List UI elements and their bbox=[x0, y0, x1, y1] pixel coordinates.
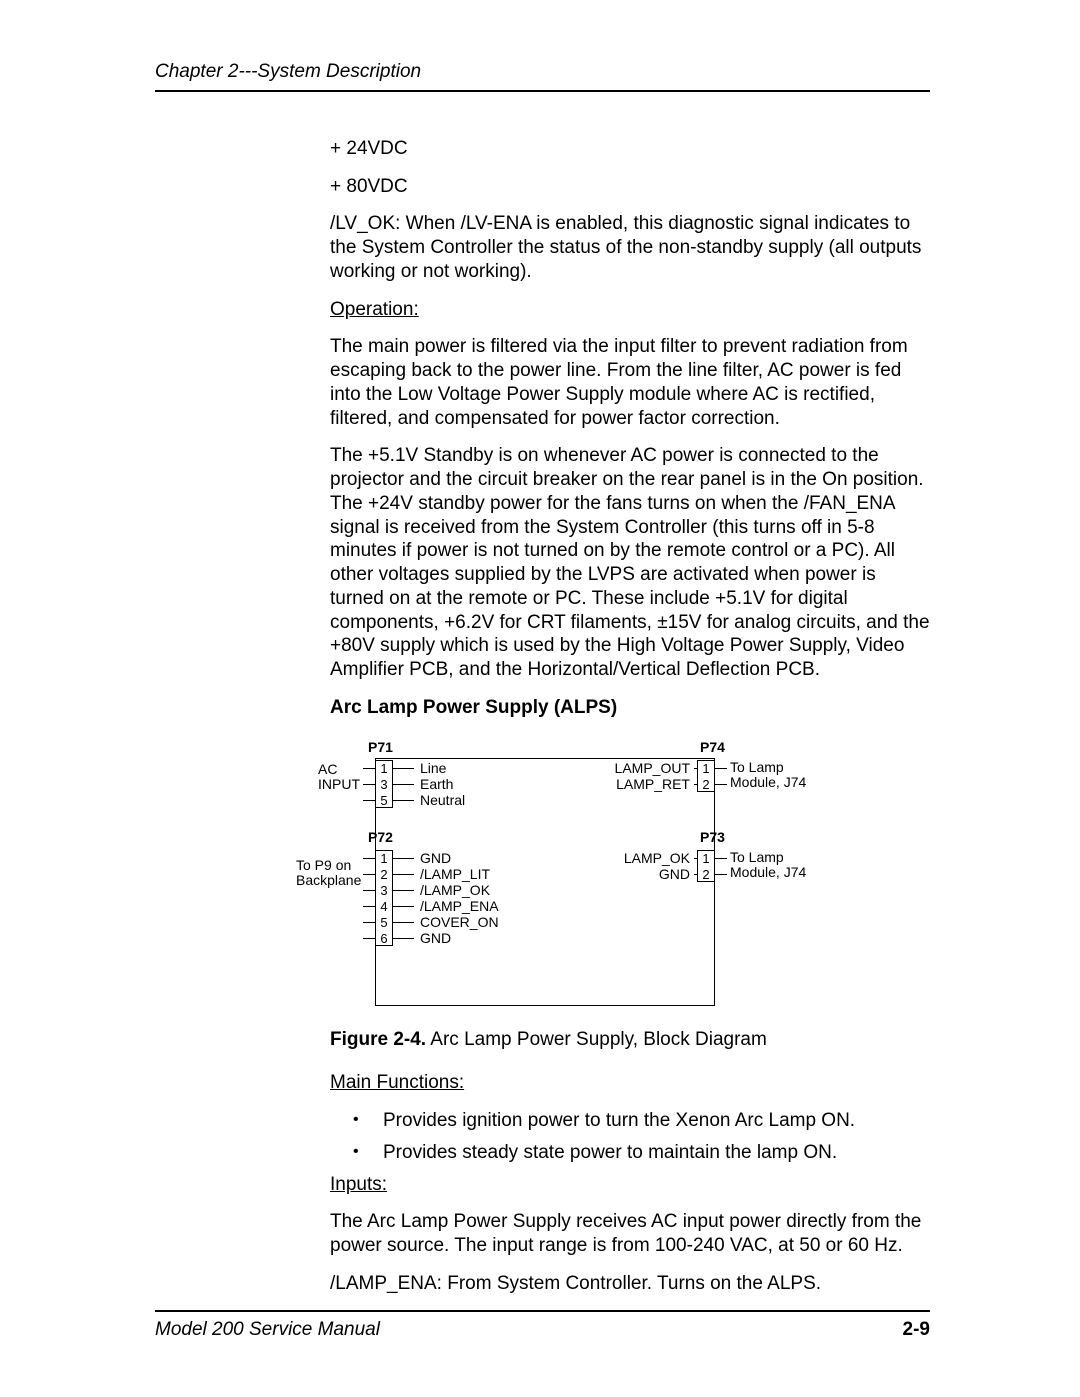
ext-line bbox=[363, 922, 375, 924]
figure-caption: Figure 2-4. Arc Lamp Power Supply, Block… bbox=[330, 1028, 930, 1052]
bullet-2-text: Provides steady state power to maintain … bbox=[383, 1141, 930, 1165]
ext-line bbox=[363, 784, 375, 786]
signal-label: GND bbox=[420, 931, 451, 946]
footer-page-number: 2-9 bbox=[903, 1318, 930, 1342]
inputs-paragraph: The Arc Lamp Power Supply receives AC in… bbox=[330, 1210, 930, 1258]
signal-line bbox=[393, 922, 414, 924]
signal-line bbox=[393, 800, 414, 802]
signal-label: Earth bbox=[420, 777, 453, 792]
lamp-ena-paragraph: /LAMP_ENA: From System Controller. Turns… bbox=[330, 1272, 930, 1296]
ext-line bbox=[363, 874, 375, 876]
page-footer: Model 200 Service Manual 2-9 bbox=[155, 1310, 930, 1342]
ext-line bbox=[363, 938, 375, 940]
signal-label: LAMP_RET bbox=[600, 777, 690, 792]
ext-label-p74: Module, J74 bbox=[730, 775, 806, 790]
ext-line bbox=[363, 800, 375, 802]
signal-label: LAMP_OK bbox=[600, 851, 690, 866]
signal-line bbox=[694, 768, 697, 770]
signal-label: /LAMP_LIT bbox=[420, 867, 490, 882]
voltage-line-24: + 24VDC bbox=[330, 137, 930, 161]
bullet-dot-icon: • bbox=[353, 1141, 383, 1165]
ext-line bbox=[715, 784, 727, 786]
page-content: + 24VDC + 80VDC /LV_OK: When /LV-ENA is … bbox=[330, 137, 930, 1296]
footer-manual-title: Model 200 Service Manual bbox=[155, 1318, 380, 1342]
alps-section-title: Arc Lamp Power Supply (ALPS) bbox=[330, 696, 930, 720]
ext-label-p72: Backplane bbox=[296, 873, 361, 888]
ext-label-p73: To Lamp bbox=[730, 850, 784, 865]
signal-label: Neutral bbox=[420, 793, 465, 808]
signal-label: Line bbox=[420, 761, 446, 776]
connector-box-p72: 123456 bbox=[375, 850, 393, 946]
connector-label-p74: P74 bbox=[700, 740, 725, 755]
ext-label-p71: INPUT bbox=[318, 777, 360, 792]
operation-p2: The +5.1V Standby is on whenever AC powe… bbox=[330, 444, 930, 682]
ext-line bbox=[715, 858, 727, 860]
signal-label: GND bbox=[600, 867, 690, 882]
ext-label-p74: To Lamp bbox=[730, 760, 784, 775]
signal-line bbox=[393, 874, 414, 876]
ext-line bbox=[363, 858, 375, 860]
ext-label-p71: AC bbox=[318, 762, 337, 777]
ext-line bbox=[715, 874, 727, 876]
signal-line bbox=[393, 858, 414, 860]
figure-number: Figure 2-4. bbox=[330, 1029, 426, 1050]
bullet-2: • Provides steady state power to maintai… bbox=[353, 1141, 930, 1165]
alps-block-diagram: P71 135 LineEarthNeutral ACINPUT P72 123456 GN… bbox=[270, 740, 870, 1010]
ext-line bbox=[363, 890, 375, 892]
main-functions-heading: Main Functions: bbox=[330, 1071, 930, 1095]
ext-line bbox=[363, 906, 375, 908]
connector-box-p73: 12 bbox=[697, 850, 715, 882]
ext-label-p72: To P9 on bbox=[296, 858, 351, 873]
ext-line bbox=[715, 768, 727, 770]
voltage-line-80: + 80VDC bbox=[330, 175, 930, 199]
bullet-dot-icon: • bbox=[353, 1109, 383, 1133]
signal-label: LAMP_OUT bbox=[600, 761, 690, 776]
signal-line bbox=[393, 938, 414, 940]
figure-caption-text: Arc Lamp Power Supply, Block Diagram bbox=[426, 1029, 767, 1050]
connector-label-p73: P73 bbox=[700, 830, 725, 845]
connector-box-p71: 135 bbox=[375, 760, 393, 808]
signal-label: COVER_ON bbox=[420, 915, 499, 930]
signal-line bbox=[393, 784, 414, 786]
ext-label-p73: Module, J74 bbox=[730, 865, 806, 880]
signal-line bbox=[694, 874, 697, 876]
signal-line bbox=[694, 784, 697, 786]
signal-line bbox=[694, 858, 697, 860]
connector-box-p74: 12 bbox=[697, 760, 715, 792]
operation-heading: Operation: bbox=[330, 298, 930, 322]
bullet-1-text: Provides ignition power to turn the Xeno… bbox=[383, 1109, 930, 1133]
bullet-1: • Provides ignition power to turn the Xe… bbox=[353, 1109, 930, 1133]
signal-label: /LAMP_OK bbox=[420, 883, 490, 898]
operation-p1: The main power is filtered via the input… bbox=[330, 335, 930, 430]
lv-ok-paragraph: /LV_OK: When /LV-ENA is enabled, this di… bbox=[330, 212, 930, 283]
signal-line bbox=[393, 906, 414, 908]
signal-line bbox=[393, 768, 414, 770]
ext-line bbox=[363, 768, 375, 770]
signal-label: /LAMP_ENA bbox=[420, 899, 499, 914]
page-header: Chapter 2---System Description bbox=[155, 60, 930, 92]
inputs-heading: Inputs: bbox=[330, 1173, 930, 1197]
signal-label: GND bbox=[420, 851, 451, 866]
connector-label-p71: P71 bbox=[368, 740, 393, 755]
signal-line bbox=[393, 890, 414, 892]
connector-label-p72: P72 bbox=[368, 830, 393, 845]
